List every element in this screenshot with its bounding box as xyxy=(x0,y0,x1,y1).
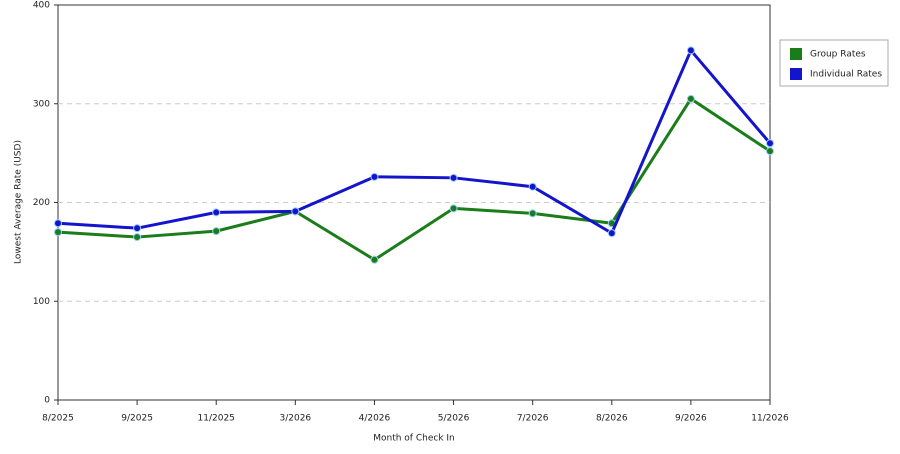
data-point xyxy=(291,207,300,216)
data-point xyxy=(528,209,537,218)
data-point xyxy=(54,228,62,237)
data-point xyxy=(766,139,774,148)
series-line xyxy=(57,48,772,235)
y-tick-label: 0 xyxy=(44,396,50,406)
legend-label: Group Rates xyxy=(810,50,866,60)
legend-swatch xyxy=(790,48,802,60)
x-tick-label: 3/2026 xyxy=(279,414,311,424)
x-tick-label: 9/2026 xyxy=(675,414,707,424)
y-tick-label: 100 xyxy=(33,297,50,307)
data-point xyxy=(133,233,142,242)
data-point xyxy=(528,182,537,191)
data-point xyxy=(133,224,142,233)
data-point xyxy=(607,229,616,238)
x-tick-label: 8/2026 xyxy=(596,414,628,424)
legend-label: Individual Rates xyxy=(810,70,882,80)
data-point xyxy=(766,147,774,156)
x-axis-label: Month of Check In xyxy=(373,434,455,444)
x-tick-label: 8/2025 xyxy=(42,414,74,424)
y-tick-label: 400 xyxy=(33,1,50,11)
x-tick-label: 4/2026 xyxy=(359,414,391,424)
y-tick-label: 300 xyxy=(33,99,50,109)
y-axis-label: Lowest Average Rate (USD) xyxy=(14,140,24,264)
data-point xyxy=(54,219,62,228)
legend-swatch xyxy=(790,68,802,80)
data-point xyxy=(686,94,695,103)
y-tick-label: 200 xyxy=(33,198,50,208)
x-tick-label: 11/2026 xyxy=(751,414,789,424)
x-tick-label: 7/2026 xyxy=(517,414,549,424)
data-point xyxy=(449,204,458,213)
data-point xyxy=(212,227,221,236)
data-point xyxy=(370,172,379,181)
x-tick-label: 5/2026 xyxy=(438,414,470,424)
data-point xyxy=(449,173,458,182)
series-line xyxy=(57,97,771,262)
data-point xyxy=(686,46,695,55)
x-tick-label: 11/2025 xyxy=(198,414,235,424)
data-point xyxy=(212,208,221,217)
data-point xyxy=(370,255,379,264)
x-tick-label: 9/2025 xyxy=(121,414,153,424)
